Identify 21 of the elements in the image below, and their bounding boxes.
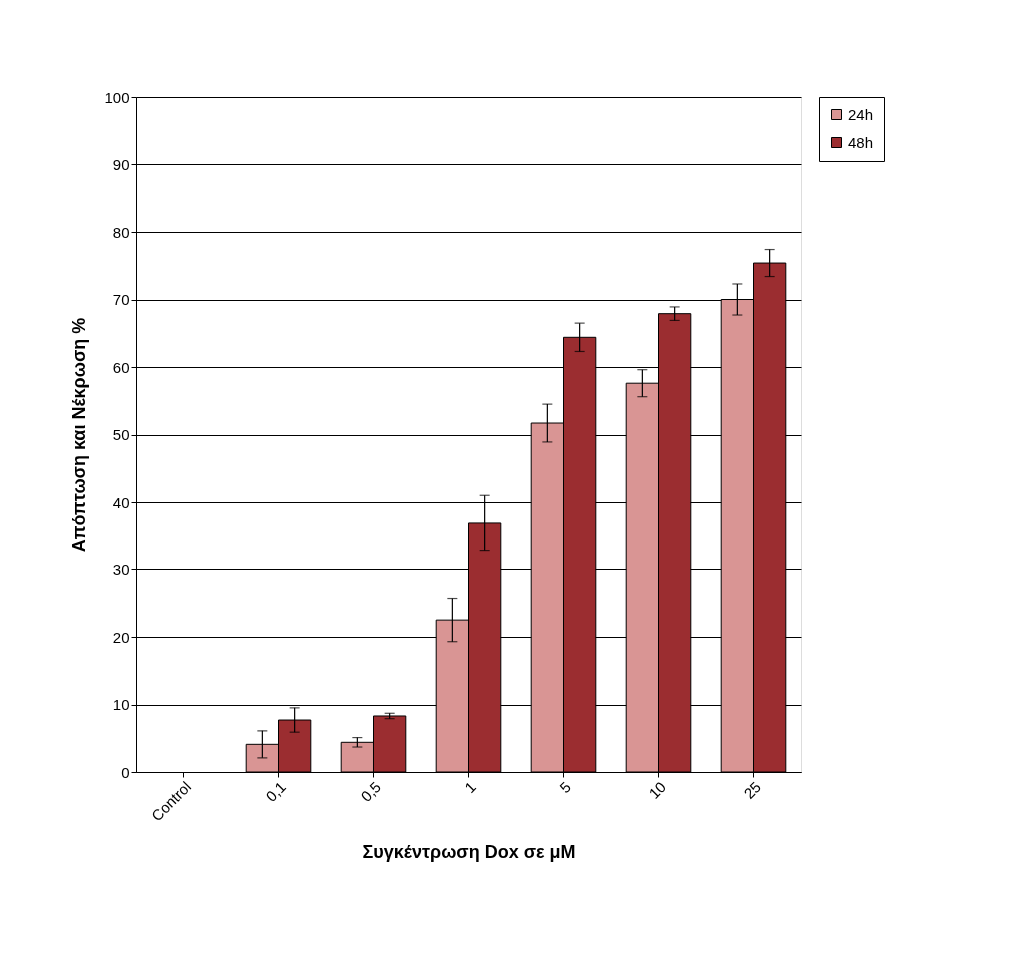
legend-label: 48h xyxy=(848,133,874,151)
y-tick-label: 100 xyxy=(104,88,130,106)
y-tick-label: 50 xyxy=(112,426,130,443)
y-tick-label: 70 xyxy=(112,291,130,308)
y-tick-label: 20 xyxy=(112,628,130,646)
x-tick-label: 0,5 xyxy=(357,778,385,805)
x-tick-label: 25 xyxy=(740,778,765,802)
y-tick-label: 0 xyxy=(121,763,130,781)
y-tick-label: 10 xyxy=(112,696,130,713)
x-tick-label: 1 xyxy=(461,778,480,797)
x-tick-label: 5 xyxy=(556,778,575,797)
x-axis-title: Συγκέντρωση Dox σε μM xyxy=(362,842,576,863)
x-tick-label: 10 xyxy=(645,778,670,802)
y-axis-title: Απόπτωση και Νέκρωση % xyxy=(69,317,90,553)
x-tick-label: 0,1 xyxy=(262,778,290,805)
y-tick-label: 80 xyxy=(112,223,130,241)
legend-label: 24h xyxy=(848,105,874,123)
y-tick-label: 40 xyxy=(112,493,130,511)
y-tick-label: 30 xyxy=(112,561,130,578)
y-tick-label: 60 xyxy=(112,358,130,376)
y-tick-label: 90 xyxy=(112,156,130,173)
